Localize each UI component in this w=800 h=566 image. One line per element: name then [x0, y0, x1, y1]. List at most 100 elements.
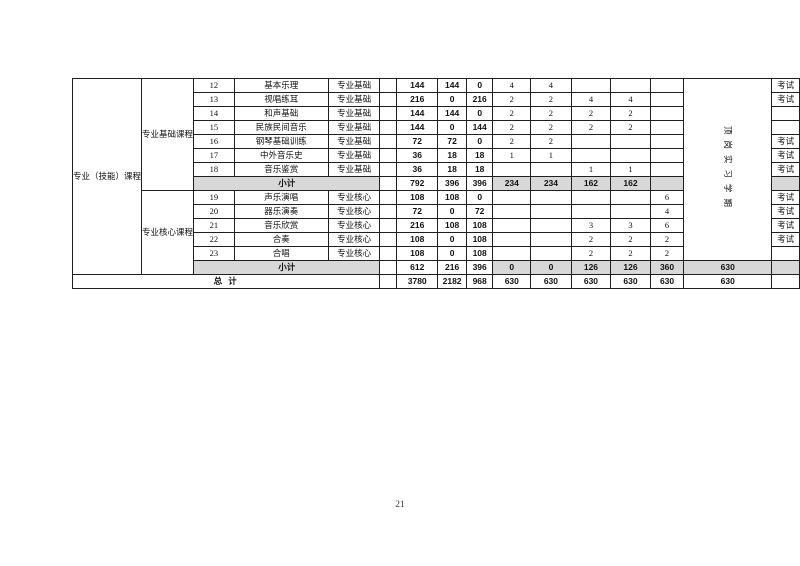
cell-course-name: 合奏 [233, 232, 329, 247]
cell-hours-0: 216 [396, 92, 439, 107]
cell-total-sem-2: 630 [530, 274, 572, 289]
cell-hours-1: 0 [437, 246, 467, 261]
cell-exam [771, 120, 800, 135]
cell-subtotal-hours-1: 216 [437, 260, 467, 275]
cell-sem-3 [570, 134, 612, 149]
cell-sem-4 [610, 190, 651, 205]
subtotal-row: 小计 612 216 396 0 0 126 126 360 630 [73, 260, 800, 275]
cell-subtotal-hours-0: 612 [396, 260, 439, 275]
course-row: 专业（技能）课程 专业基础课程 12 基本乐理 专业基础 144 144 0 4 4 顶岗实习学期考… [71, 78, 800, 275]
cell-course-name: 钢琴基础训练 [233, 134, 329, 149]
cell-sem-3: 3 [570, 218, 612, 233]
subtotal-label: 小计 [193, 176, 381, 191]
cell-subtotal-sem-1: 0 [492, 260, 532, 275]
cell-hours-0: 108 [396, 246, 439, 261]
cell-subtotal-hours-0: 792 [396, 176, 439, 191]
cell-sem-1 [492, 232, 532, 247]
cell-subtotal-hours-2: 396 [465, 176, 494, 191]
cell-hours-2: 18 [465, 162, 494, 177]
cell-course-type: 专业核心 [327, 246, 381, 261]
cell-subtotal-sem-2: 234 [530, 176, 572, 191]
cell-sem-2 [530, 218, 572, 233]
cell-hours-0: 72 [396, 134, 439, 149]
cell-sem-1: 4 [492, 78, 532, 93]
cell-subtotal-sem-3: 126 [570, 260, 612, 275]
cell-hours-0: 108 [396, 232, 439, 247]
cell-sem-4 [610, 134, 651, 149]
cell-sem-4: 2 [610, 106, 651, 121]
cell-exam: 考试 [771, 204, 800, 219]
cell-subtotal-sem-4: 162 [610, 176, 651, 191]
cell-total-exam [771, 274, 800, 289]
cell-hours-1: 0 [437, 92, 467, 107]
cell-course-name: 民族民间音乐 [233, 120, 329, 135]
cell-exam: 考试 [771, 134, 800, 149]
cell-sem-3 [570, 204, 612, 219]
cell-course-no: 16 [193, 134, 235, 149]
cell-sem-5: 6 [649, 190, 685, 205]
cell-sem-2 [530, 246, 572, 261]
cell-sem-3 [570, 190, 612, 205]
curriculum-table: 专业（技能）课程 专业基础课程 12 基本乐理 专业基础 144 144 0 4 4 顶岗实习学期考… [71, 78, 800, 289]
course-group-cell: 专业基础课程 [141, 78, 195, 191]
cell-hours-2: 72 [465, 204, 494, 219]
cell-credit-empty [379, 176, 398, 191]
cell-credit-empty [379, 134, 398, 149]
cell-sem-3: 2 [570, 232, 612, 247]
cell-sem-5 [649, 78, 685, 93]
cell-subtotal-exam [771, 260, 800, 275]
cell-sem-2: 2 [530, 134, 572, 149]
cell-hours-2: 108 [465, 232, 494, 247]
cell-credit-empty [379, 162, 398, 177]
cell-practicum-header: 顶岗实习学期 [683, 78, 773, 261]
cell-course-name: 合唱 [233, 246, 329, 261]
cell-hours-2: 0 [465, 190, 494, 205]
cell-total-sem-1: 630 [492, 274, 532, 289]
cell-credit-empty [379, 204, 398, 219]
cell-subtotal-sem-4: 126 [610, 260, 651, 275]
cell-course-no: 22 [193, 232, 235, 247]
cell-hours-1: 144 [437, 78, 467, 93]
cell-sem-4: 2 [610, 246, 651, 261]
cell-subtotal-exam [771, 176, 800, 191]
cell-credit-empty [379, 246, 398, 261]
cell-credit-empty [379, 120, 398, 135]
cell-course-type: 专业基础 [327, 92, 381, 107]
cell-hours-2: 0 [465, 78, 494, 93]
cell-hours-2: 108 [465, 246, 494, 261]
cell-exam: 考试 [771, 162, 800, 177]
cell-course-type: 专业基础 [327, 134, 381, 149]
cell-hours-0: 144 [396, 120, 439, 135]
cell-exam: 考试 [771, 232, 800, 247]
curriculum-table-body: 专业（技能）课程 专业基础课程 12 基本乐理 专业基础 144 144 0 4 4 顶岗实习学期考… [71, 78, 800, 289]
cell-course-name: 声乐演唱 [233, 190, 329, 205]
cell-course-type: 专业基础 [327, 106, 381, 121]
cell-hours-2: 216 [465, 92, 494, 107]
cell-hours-0: 216 [396, 218, 439, 233]
cell-credit-empty [379, 218, 398, 233]
cell-hours-0: 108 [396, 190, 439, 205]
cell-course-type: 专业核心 [327, 204, 381, 219]
course-row: 专业核心课程 19 声乐演唱 专业核心 108 108 0 6 考试 [73, 190, 800, 275]
course-row: 20 器乐演奏 专业核心 72 0 72 4 考试 [73, 204, 800, 219]
cell-course-name: 和声基础 [233, 106, 329, 121]
cell-sem-4 [610, 78, 651, 93]
cell-total-hours-0: 3780 [396, 274, 439, 289]
cell-course-name: 音乐欣赏 [233, 218, 329, 233]
cell-hours-0: 36 [396, 148, 439, 163]
cell-course-name: 基本乐理 [233, 78, 329, 93]
cell-credit-empty [379, 92, 398, 107]
cell-sem-2: 2 [530, 92, 572, 107]
cell-sem-5 [649, 106, 685, 121]
cell-sem-4 [610, 148, 651, 163]
cell-sem-5: 4 [649, 204, 685, 219]
cell-sem-2 [530, 204, 572, 219]
cell-total-practicum: 630 [683, 274, 773, 289]
cell-course-type: 专业基础 [327, 148, 381, 163]
cell-sem-3: 2 [570, 120, 612, 135]
cell-sem-1 [492, 218, 532, 233]
cell-hours-0: 144 [396, 78, 439, 93]
cell-course-no: 14 [193, 106, 235, 121]
cell-sem-3: 2 [570, 246, 612, 261]
cell-credit-empty [379, 274, 398, 289]
